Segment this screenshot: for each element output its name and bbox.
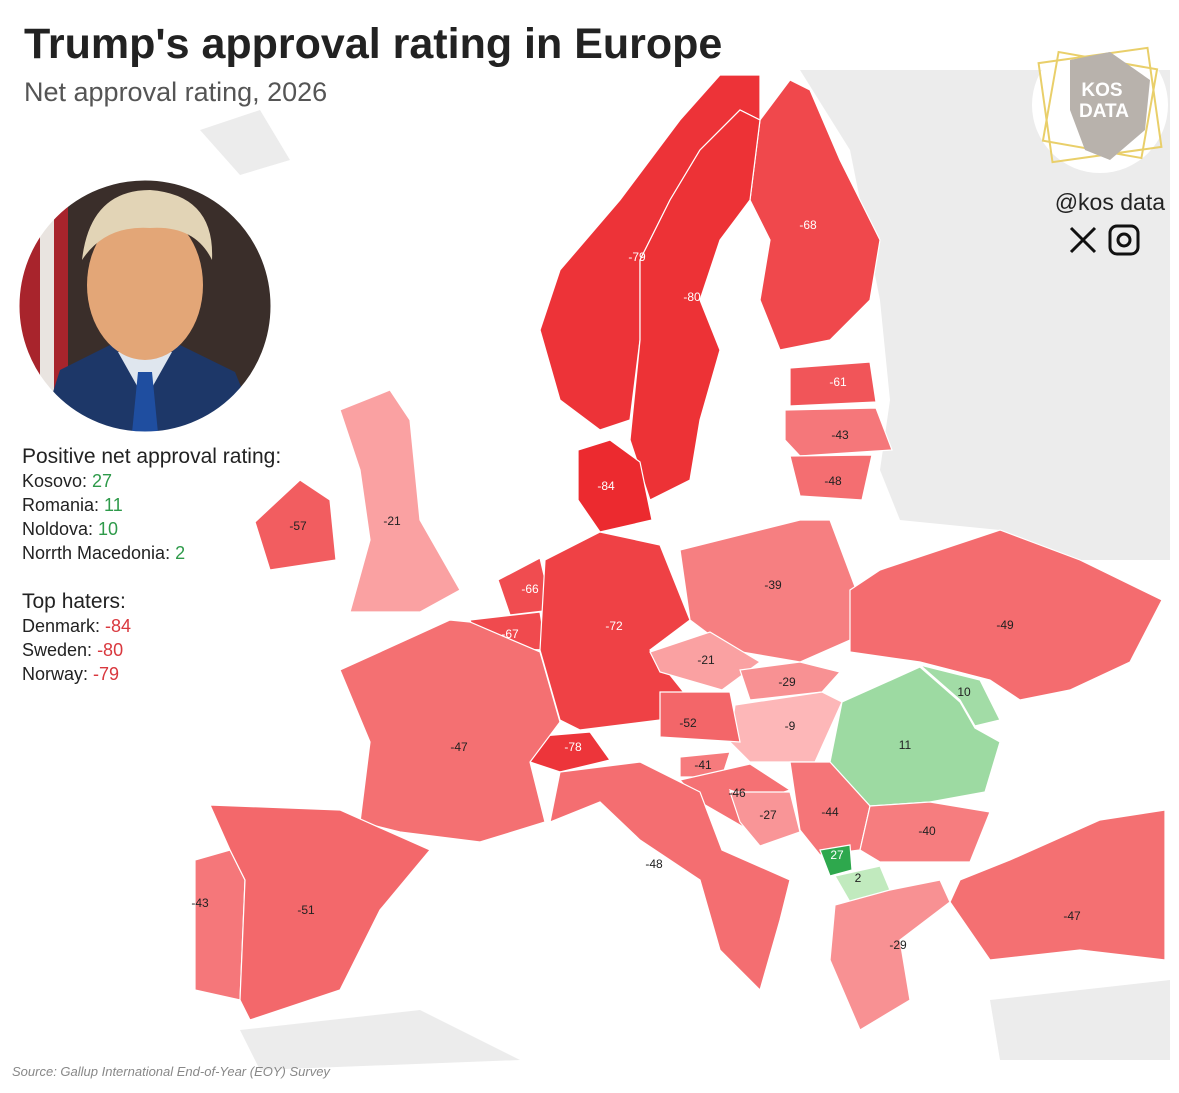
legend-item: Noldova: 10: [22, 519, 118, 539]
region-label: -48: [824, 474, 842, 488]
region: [949, 809, 1166, 961]
legend-label: Noldova:: [22, 519, 93, 539]
region-label: -39: [764, 578, 782, 592]
region-label: -43: [191, 896, 209, 910]
region-label: -66: [521, 582, 539, 596]
region-label: -29: [889, 938, 907, 952]
source: Source: Gallup International End-of-Year…: [12, 1064, 331, 1079]
region-label: -57: [289, 519, 307, 533]
legend-value: -79: [93, 664, 119, 684]
region-label: 2: [855, 871, 862, 885]
region-label: -51: [297, 903, 315, 917]
region: [919, 664, 1001, 727]
subtitle: Net approval rating, 2026: [24, 77, 327, 107]
region: [829, 879, 951, 1031]
legend-heading: Top haters:: [22, 590, 126, 613]
legend-value: -84: [105, 616, 131, 636]
region-label: -43: [831, 428, 849, 442]
backdrop-land: [200, 70, 1170, 1070]
region: [784, 407, 893, 457]
logo-text: DATA: [1079, 101, 1129, 122]
region-label: -27: [759, 808, 777, 822]
region: [339, 619, 561, 843]
region: [194, 849, 246, 1001]
region: [339, 389, 461, 613]
region-label: -9: [785, 719, 796, 733]
region: [649, 631, 762, 691]
region: [659, 691, 741, 743]
portrait: [18, 179, 272, 433]
region: [209, 804, 431, 1021]
logo-text: KOS: [1081, 80, 1122, 101]
legend-label: Sweden:: [22, 640, 92, 660]
legend-item: Denmark: -84: [22, 616, 131, 636]
region-label: -47: [450, 740, 468, 754]
region: [549, 761, 791, 992]
region-label: -40: [918, 824, 936, 838]
legend-label: Kosovo:: [22, 471, 87, 491]
legend-value: 10: [98, 519, 118, 539]
region-label: -78: [564, 740, 582, 754]
legend-value: 11: [104, 495, 123, 515]
region-label: -68: [799, 218, 817, 232]
legend-label: Norrth Macedonia:: [22, 543, 170, 563]
region-label: -44: [821, 805, 839, 819]
legend: Positive net approval rating: Kosovo: 27 Ro…: [22, 445, 281, 684]
region: [849, 529, 1163, 701]
region-label: -46: [728, 786, 746, 800]
social-handle: @kos data: [1055, 189, 1166, 215]
legend-label: Romania:: [22, 495, 99, 515]
region: [739, 661, 842, 701]
legend-item: Norway: -79: [22, 664, 119, 684]
region: [859, 801, 991, 863]
legend-label: Denmark:: [22, 616, 100, 636]
region-label: -52: [679, 716, 697, 730]
region: [819, 844, 853, 877]
logo: KOS DATA: [1032, 37, 1168, 173]
region-label: -84: [597, 479, 615, 493]
region-label: -80: [683, 290, 701, 304]
region: [789, 361, 877, 407]
region-label: -47: [1063, 909, 1081, 923]
region: [254, 479, 337, 571]
region-label: -61: [829, 375, 847, 389]
region: [789, 454, 873, 501]
legend-item: Kosovo: 27: [22, 471, 112, 491]
social-icons: [1069, 224, 1140, 256]
legend-value: 2: [175, 543, 185, 563]
region-label: -41: [694, 758, 712, 772]
legend-item: Norrth Macedonia: 2: [22, 543, 185, 563]
region-label: 27: [830, 848, 844, 862]
region-labels: -68 -79 -80 -61 -43 -48 -84 -57 -21 -66 -67 -72 -39 -…: [191, 218, 1081, 952]
region: [729, 791, 801, 847]
region-label: 11: [899, 738, 912, 752]
region-label: -48: [645, 857, 663, 871]
region-label: -72: [605, 619, 623, 633]
region-label: -21: [697, 653, 715, 667]
region-label: -21: [383, 514, 401, 528]
region-label: 10: [957, 685, 971, 699]
region: [749, 79, 881, 351]
legend-value: -80: [97, 640, 123, 660]
region-label: -49: [996, 618, 1014, 632]
legend-value: 27: [92, 471, 112, 491]
region-label: -79: [628, 250, 646, 264]
region: [577, 439, 653, 533]
legend-item: Sweden: -80: [22, 640, 123, 660]
title: Trump's approval rating in Europe: [24, 20, 722, 68]
legend-heading: Positive net approval rating:: [22, 445, 281, 468]
region-label: -67: [501, 627, 519, 641]
regions: [194, 74, 1166, 1031]
legend-label: Norway:: [22, 664, 88, 684]
portrait-frame: [16, 177, 274, 435]
region-label: -29: [778, 675, 796, 689]
legend-item: Romania: 11: [22, 495, 123, 515]
